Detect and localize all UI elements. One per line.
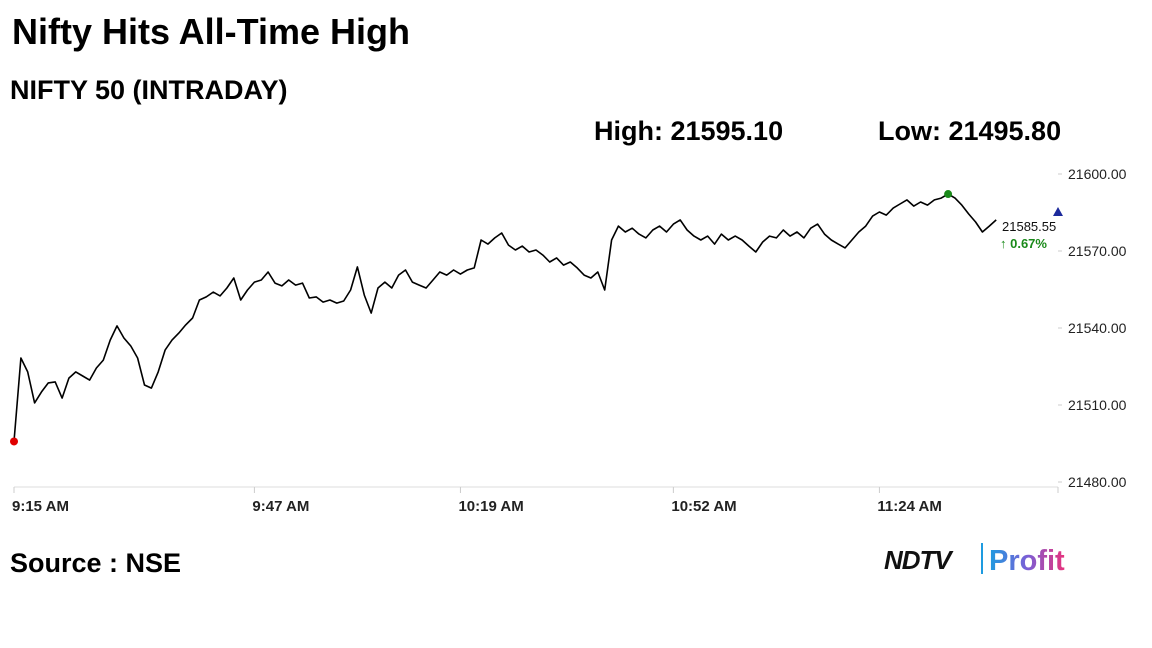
y-tick-label: 21600.00: [1068, 166, 1127, 182]
y-tick-label: 21510.00: [1068, 397, 1127, 413]
y-tick-label: 21480.00: [1068, 474, 1127, 490]
low-marker: [10, 437, 18, 446]
x-tick-label: 11:24 AM: [877, 498, 941, 515]
x-tick-label: 9:15 AM: [12, 498, 69, 515]
y-tick-label: 21570.00: [1068, 243, 1127, 259]
last-price-pointer: [1053, 207, 1063, 216]
logo-product: Profit: [989, 545, 1065, 577]
change: ↑ 0.67%: [1000, 236, 1047, 251]
logo-brand: NDTV: [884, 545, 954, 575]
low-label: Low: 21495.80: [878, 116, 1061, 146]
x-tick-label: 9:47 AM: [252, 498, 309, 515]
price-line: [13, 193, 997, 442]
x-tick-label: 10:52 AM: [671, 498, 736, 515]
source: Source : NSE: [10, 548, 181, 578]
y-tick-label: 21540.00: [1068, 320, 1127, 336]
chart-title: Nifty Hits All-Time High: [12, 11, 410, 52]
high-label: High: 21595.10: [594, 116, 783, 146]
x-tick-label: 10:19 AM: [458, 498, 523, 515]
high-marker: [944, 190, 953, 199]
chart-subtitle: NIFTY 50 (INTRADAY): [10, 75, 288, 105]
last-price: 21585.55: [1002, 219, 1056, 234]
